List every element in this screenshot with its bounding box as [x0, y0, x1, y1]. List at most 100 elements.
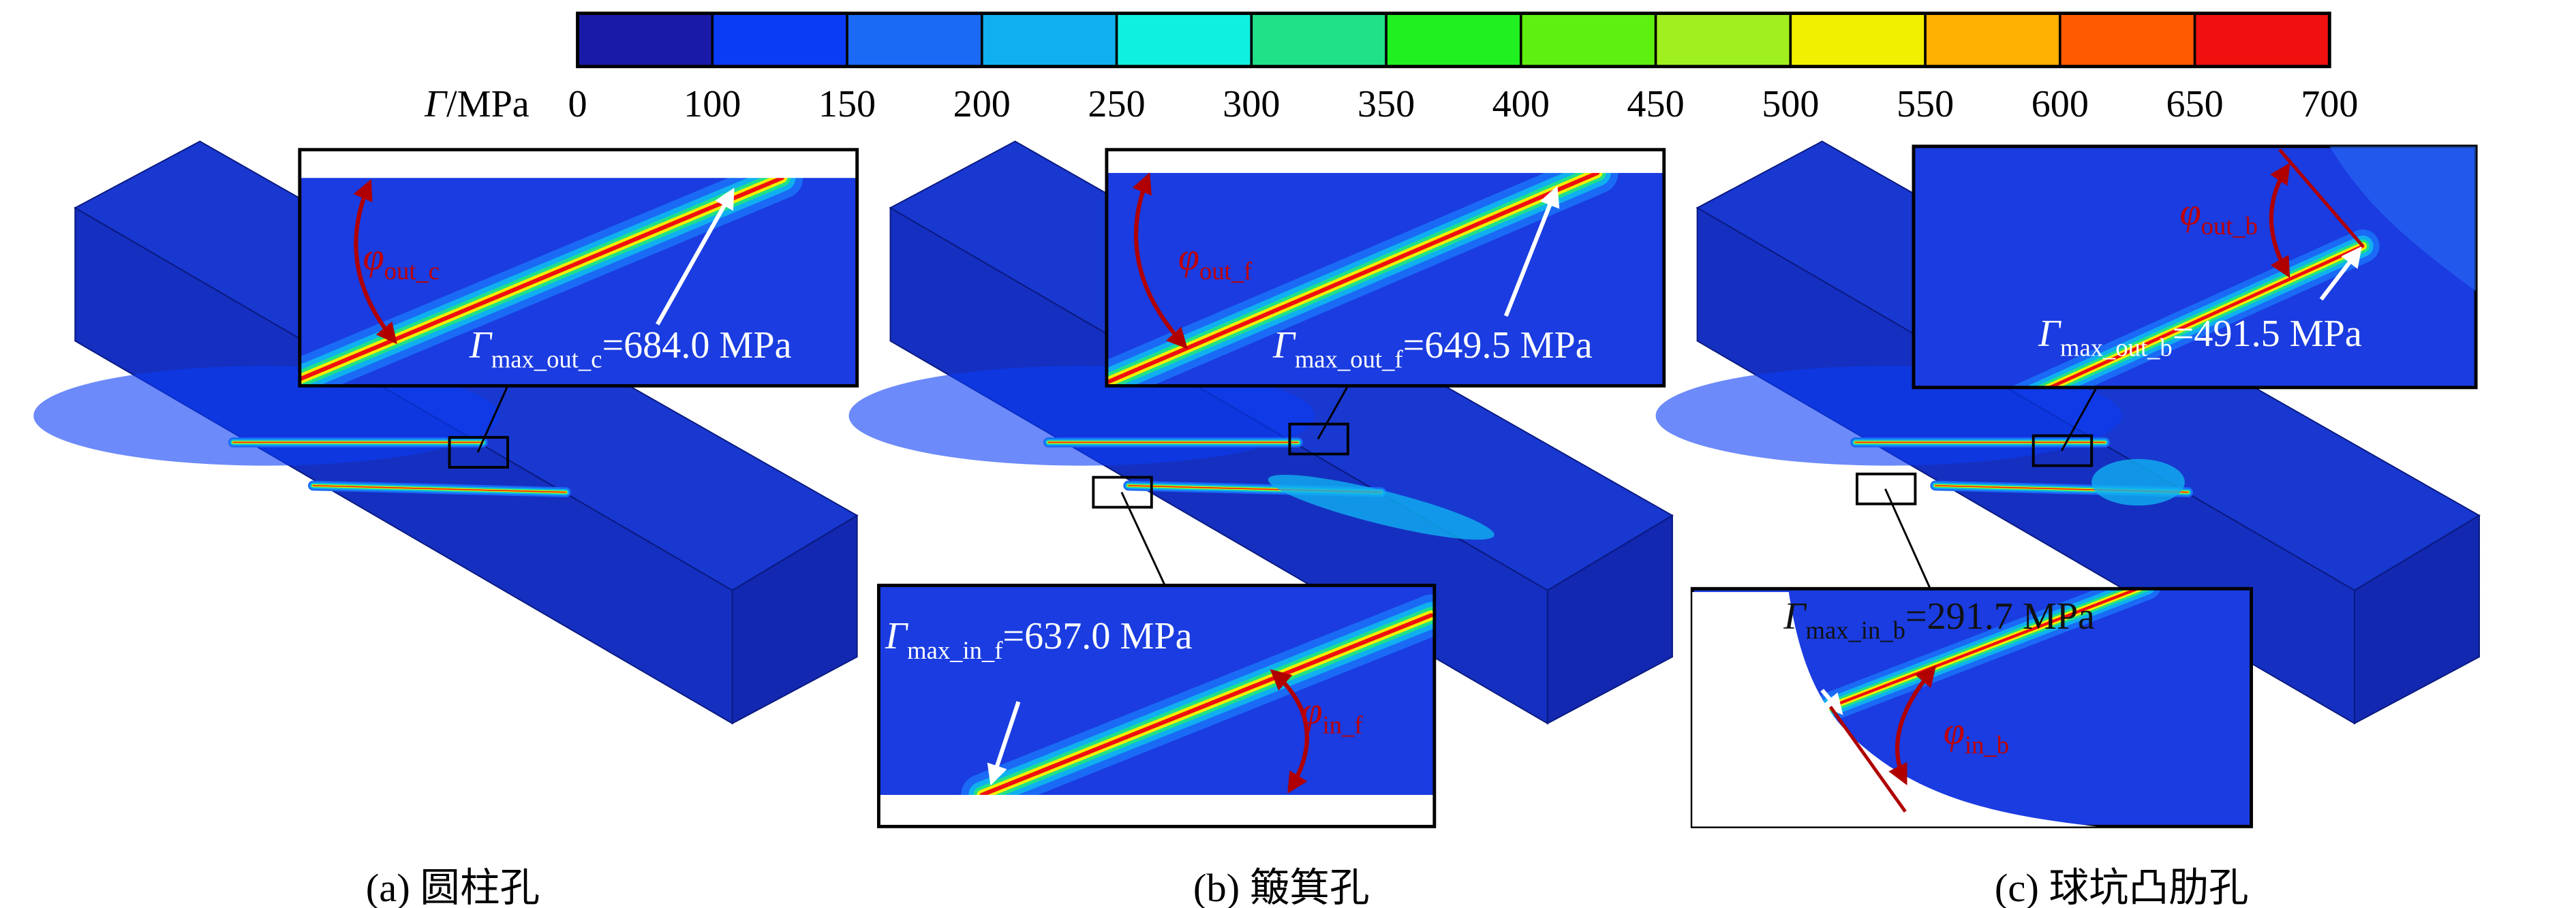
block-side [731, 514, 858, 725]
inset-frame [876, 583, 1437, 828]
colorbar-tick-label: 500 [1762, 83, 1819, 125]
annotation: Γmax_out_c=684.0 MPa [469, 324, 792, 373]
annotation: φout_b [2180, 191, 2258, 240]
annotation: Γmax_in_f=637.0 MPa [885, 615, 1192, 664]
value-text: =684.0 MPa [602, 324, 791, 366]
symbol: φ [2180, 191, 2201, 234]
stress-lobe [2091, 458, 2185, 506]
annotation: φout_c [363, 236, 440, 285]
angle-arrow [1270, 669, 1309, 794]
colorbar-segment [2194, 13, 2330, 67]
colorbar-segment [1790, 13, 1926, 67]
colorbar-label: Γ/MPa [424, 83, 530, 125]
stress-band [312, 485, 567, 493]
zoom-leader [1120, 492, 1166, 586]
subscript: max_out_f [1295, 345, 1403, 373]
symbol: φ [1944, 710, 1965, 752]
value-text: =637.0 MPa [1002, 615, 1192, 657]
block-side [1546, 514, 1673, 725]
inset-frame [1105, 148, 1666, 388]
zoom-leader [1884, 488, 1931, 589]
symbol: Γ [469, 324, 493, 366]
angle-arrow [1888, 665, 1937, 785]
annotation: Γmax_out_f=649.5 MPa [1272, 324, 1593, 373]
colorbar-tick-label: 400 [1492, 83, 1550, 125]
stress-lobe [1268, 474, 1494, 540]
labels: 0 100 150 200 250 300 350 400 450 500 550 600 650 700… [363, 12, 2362, 908]
subscript: in_f [1323, 711, 1364, 739]
symbol: φ [1302, 690, 1323, 732]
inset [1913, 146, 2477, 388]
inset [1106, 149, 1664, 386]
symbol: Γ [2038, 313, 2061, 355]
value-text: =291.7 MPa [1905, 595, 2095, 638]
colorbar-tick-label: 250 [1088, 83, 1145, 125]
colorbar-segment [847, 13, 982, 67]
annotation: Γmax_in_b=291.7 MPa [1783, 595, 2096, 644]
tangent-line [2278, 148, 2364, 247]
colorbar-tick-label: 600 [2031, 83, 2089, 125]
colorbar-tick-label: 0 [568, 83, 587, 125]
colorbar-tick-label: 650 [2166, 83, 2223, 125]
hole-edge [1692, 592, 2097, 827]
subscript: in_b [1965, 731, 2009, 759]
colorbar-segment [1520, 13, 1656, 67]
subscript: max_out_b [2060, 333, 2173, 361]
inset-frame [298, 148, 859, 388]
pointer-arrow [1820, 689, 1843, 715]
colorbar-tick-label: 350 [1358, 83, 1415, 125]
symbol: Γ [885, 615, 908, 657]
colorbar-symbol: Γ [424, 83, 448, 125]
subscript: out_c [384, 257, 440, 285]
colorbar-segment [577, 13, 713, 67]
colorbar-tick-label: 300 [1223, 83, 1280, 125]
pointer-arrow [987, 701, 1021, 786]
stress-band [979, 613, 1434, 798]
colorbar-tick-label: 700 [2301, 83, 2358, 125]
scene [33, 140, 2481, 828]
colorbar-segment [712, 13, 848, 67]
colorbar-tick-label: 450 [1627, 83, 1684, 125]
inset-blank [1106, 149, 1664, 173]
value-text: =649.5 MPa [1403, 324, 1593, 366]
stress-band [2045, 244, 2365, 388]
angle-arrow [353, 178, 397, 345]
subscript: max_in_b [1805, 616, 1905, 644]
inset [878, 585, 1435, 827]
zoom-leader [2060, 387, 2098, 452]
subscript: out_f [1199, 257, 1253, 285]
panel-caption: (b) 簸箕孔 [1193, 866, 1370, 908]
angle-arrow [1132, 172, 1188, 349]
annotation: Γmax_out_b=491.5 MPa [2038, 313, 2362, 362]
stress-band [1828, 589, 2143, 708]
annotation: φin_f [1302, 690, 1364, 739]
colorbar-segment [1655, 13, 1791, 67]
zoom-box [1288, 422, 1349, 456]
colorbar-segment [1116, 13, 1252, 67]
colorbar-unit: /MPa [446, 83, 530, 125]
annotation: φout_f [1178, 236, 1253, 285]
subscript: max_in_f [907, 636, 1003, 664]
symbol: φ [1178, 236, 1199, 279]
zoom-box [448, 436, 509, 469]
colorbar-frame [576, 12, 2331, 69]
inset-blank [878, 794, 1435, 827]
annotation: φin_b [1944, 710, 2009, 759]
colorbar-segment [981, 13, 1117, 67]
colorbar-segment [2059, 13, 2195, 67]
pointer-arrow [1503, 185, 1560, 317]
zoom-box [1092, 475, 1153, 509]
tangent-line [1828, 706, 1907, 813]
hole-edge [2329, 146, 2477, 292]
symbol: Γ [1272, 324, 1296, 366]
zoom-box [2031, 434, 2094, 467]
angle-arrow [2269, 163, 2290, 279]
panel-caption: (c) 球坑凸肋孔 [1995, 866, 2249, 908]
inset-blank [299, 149, 857, 178]
colorbar-tick-label: 550 [1897, 83, 1954, 125]
colorbar-segment [1925, 13, 2060, 67]
stress-band [299, 176, 784, 381]
block-side [2353, 514, 2481, 725]
